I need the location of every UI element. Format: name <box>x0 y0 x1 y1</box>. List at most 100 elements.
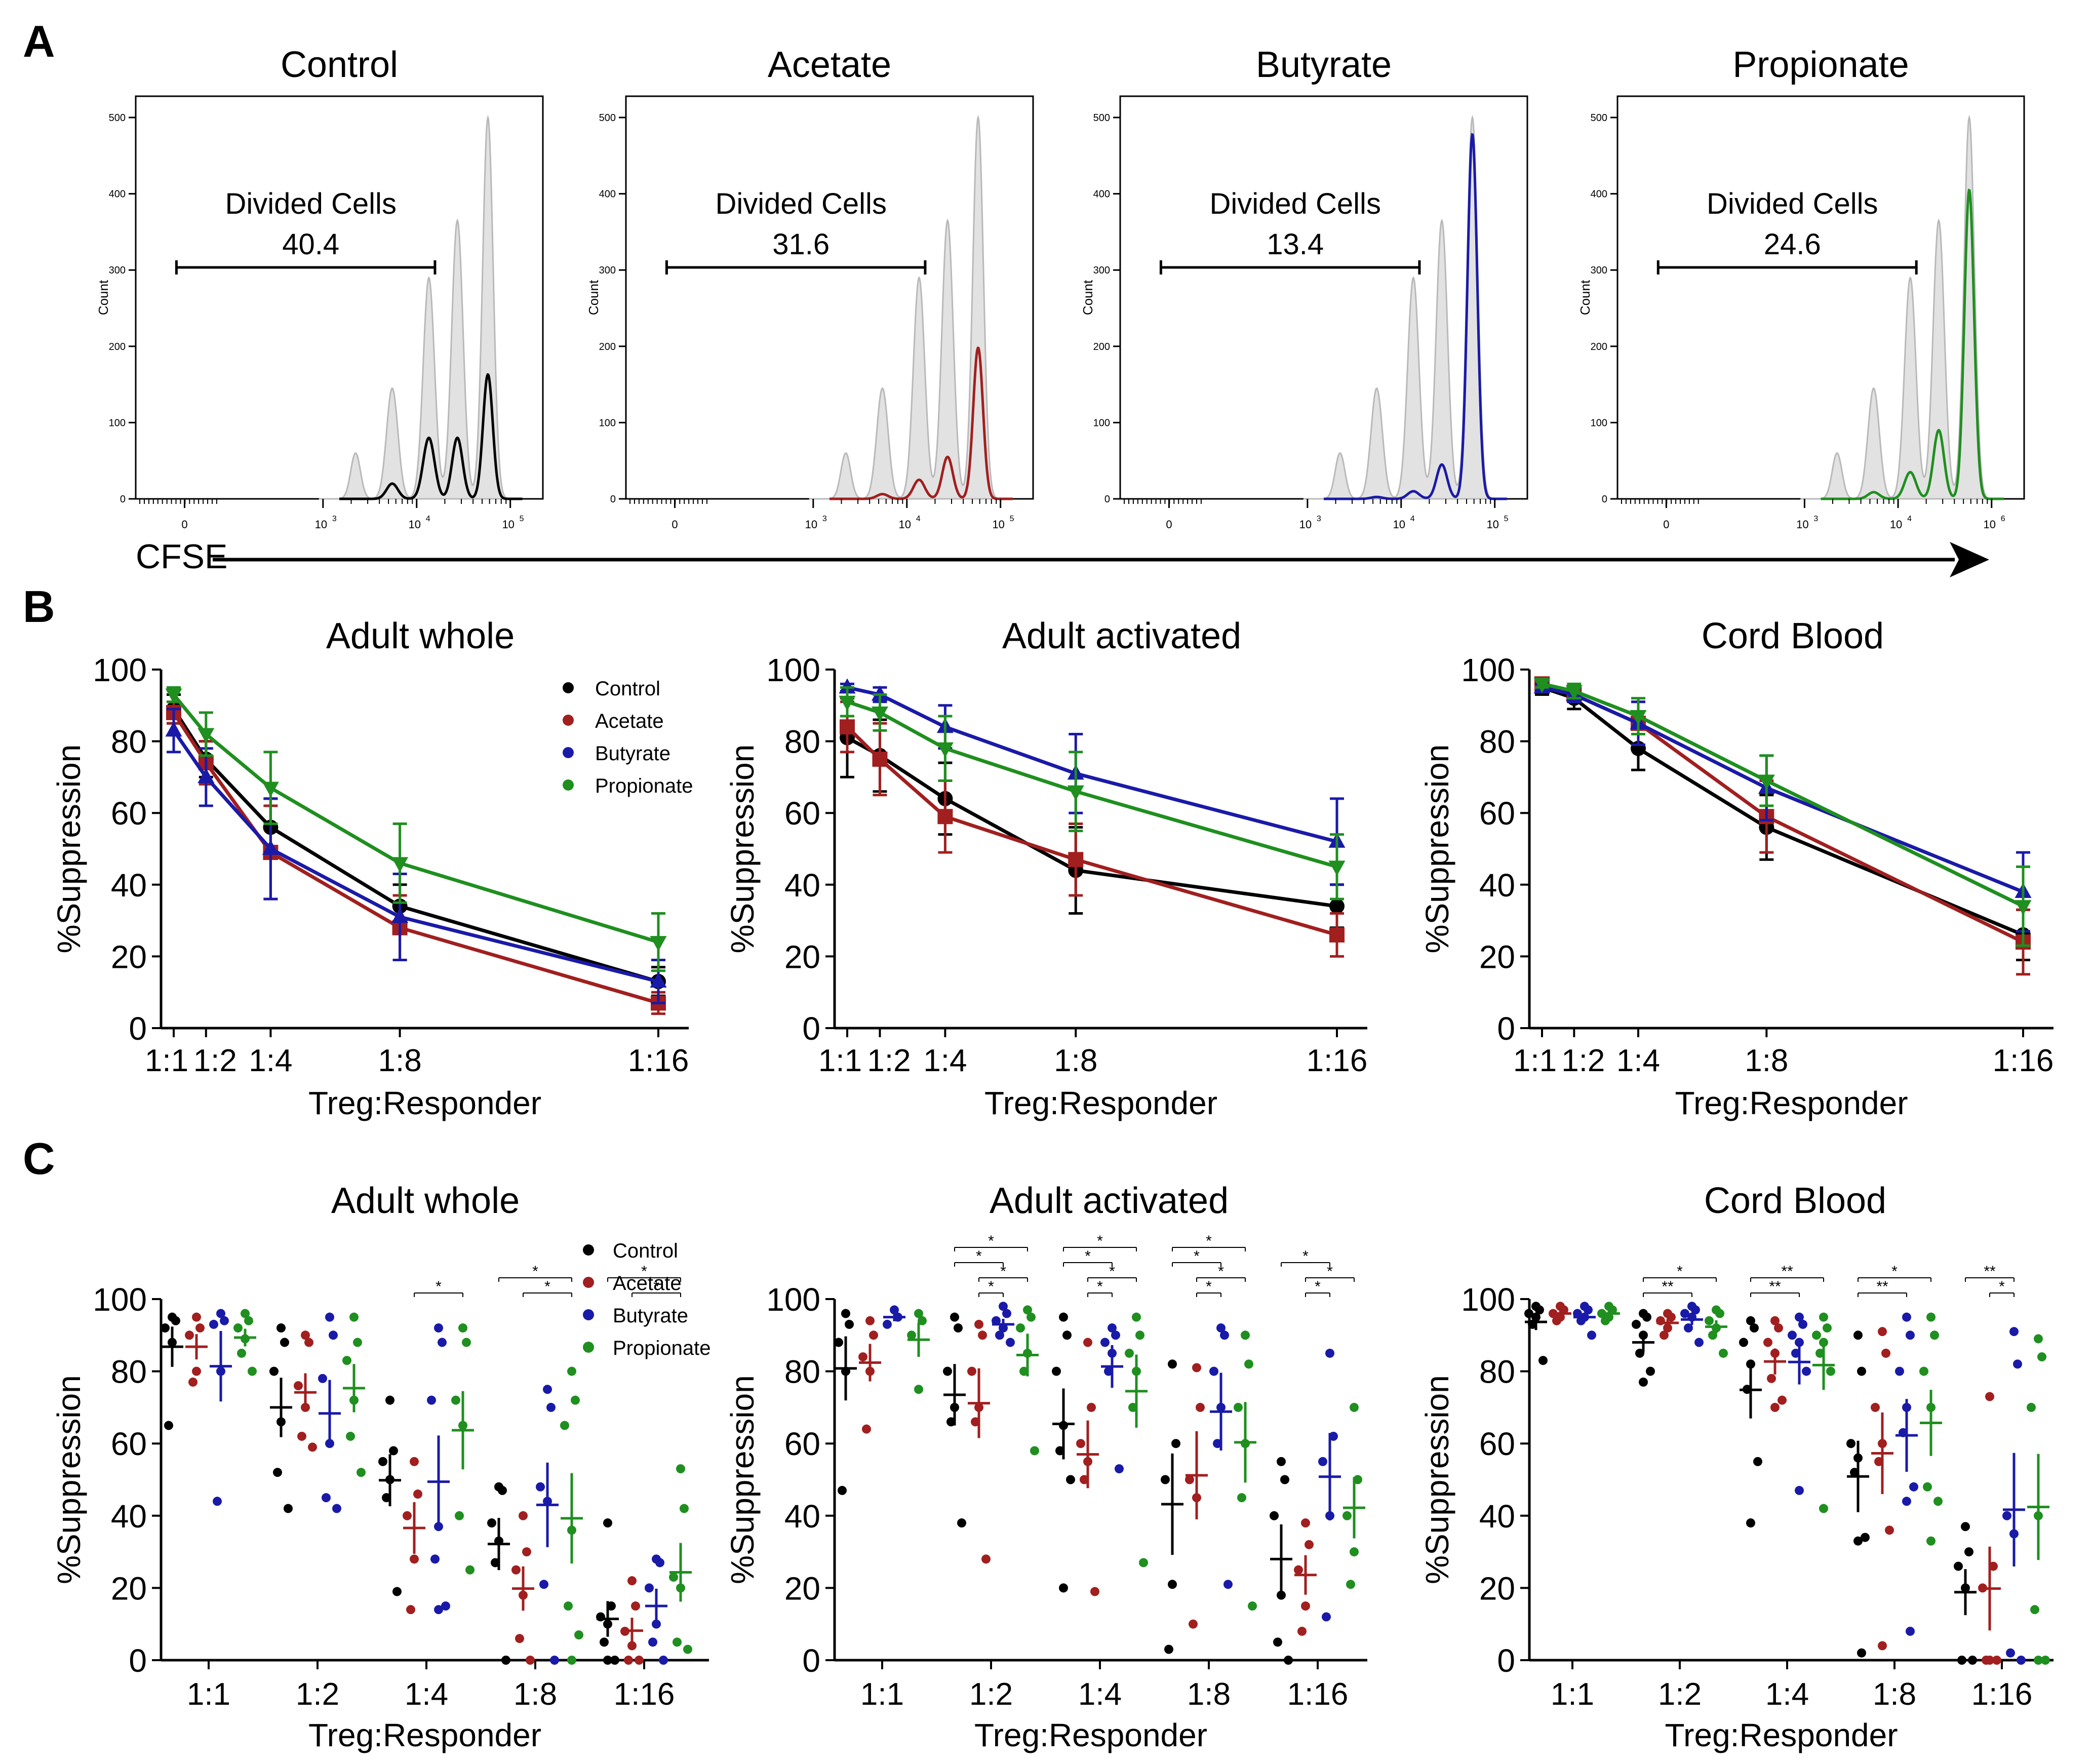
marker-propionate <box>871 706 888 722</box>
data-point-acetate <box>858 1352 867 1362</box>
data-point-propionate <box>2041 1656 2050 1665</box>
y-tick-label: 100 <box>109 417 126 428</box>
x-tick-label: 10 <box>409 518 421 531</box>
data-point-control <box>954 1323 963 1333</box>
data-point-acetate <box>185 1330 194 1340</box>
data-point-control <box>161 1323 170 1333</box>
data-point-butyrate <box>1684 1323 1693 1333</box>
data-point-propionate <box>1923 1482 1932 1492</box>
data-point-propionate <box>1132 1312 1141 1322</box>
y-tick-label: 100 <box>1591 417 1607 428</box>
data-point-propionate <box>1930 1330 1939 1340</box>
data-point-butyrate <box>427 1395 436 1405</box>
data-point-control <box>1052 1366 1061 1376</box>
significance-bracket: ** <box>1750 1263 1824 1282</box>
divided-percent: 13.4 <box>1267 228 1324 261</box>
data-point-propionate <box>683 1644 692 1654</box>
legend-marker-propionate <box>563 779 574 791</box>
data-point-butyrate <box>1006 1338 1015 1347</box>
significance-bracket: * <box>954 1248 1004 1267</box>
data-point-acetate <box>413 1489 422 1499</box>
data-point-butyrate <box>1906 1626 1915 1636</box>
x-tick-label: 1:1 <box>187 1677 230 1712</box>
y-axis-label: %Suppression <box>51 1375 87 1584</box>
data-point-propionate <box>1135 1330 1144 1340</box>
data-point-control <box>1857 1366 1866 1376</box>
data-point-acetate <box>1552 1316 1561 1325</box>
data-point-control <box>1861 1533 1870 1542</box>
histogram-title: Control <box>281 45 398 85</box>
line-chart-cord-blood: Cord Blood 0 20 40 60 80 100 %Suppression 1:1 1:2… <box>1419 616 2053 1121</box>
data-point-propionate <box>1926 1536 1936 1546</box>
data-point-butyrate <box>213 1497 222 1506</box>
x-tick-exponent: 4 <box>1907 515 1912 523</box>
series-line <box>847 685 1337 844</box>
data-point-propionate <box>1823 1323 1832 1333</box>
significance-bracket: * <box>1196 1278 1221 1297</box>
x-tick-label: 1:16 <box>1287 1677 1349 1712</box>
overlay-line-acetate <box>830 346 1013 500</box>
x-tick-label: 1:2 <box>867 1043 911 1078</box>
y-tick-label: 100 <box>599 417 616 428</box>
data-point-propionate <box>680 1504 689 1513</box>
data-point-butyrate <box>1906 1330 1915 1340</box>
data-point-control <box>1059 1312 1068 1322</box>
chart-title: Adult activated <box>1002 616 1241 656</box>
data-point-acetate <box>1090 1587 1099 1596</box>
overlay-line-butyrate <box>1324 133 1507 500</box>
data-point-acetate <box>406 1605 415 1615</box>
data-point-propionate <box>676 1464 685 1474</box>
gate-label: Divided Cells <box>1209 187 1380 220</box>
series-line <box>1541 686 2024 937</box>
data-point-acetate <box>1885 1525 1894 1535</box>
data-point-butyrate <box>1100 1338 1110 1347</box>
control-reference-area <box>809 114 1013 500</box>
series-control <box>166 693 666 997</box>
y-axis-label: %Suppression <box>1419 1375 1455 1584</box>
data-point-control <box>171 1316 180 1325</box>
data-point-butyrate <box>992 1316 1001 1325</box>
significance-bracket: * <box>1305 1263 1355 1282</box>
data-point-propionate <box>2030 1605 2039 1615</box>
data-point-acetate <box>631 1601 640 1611</box>
data-point-butyrate <box>1788 1330 1797 1340</box>
data-point-control <box>1639 1377 1648 1387</box>
data-point-propionate <box>1125 1348 1134 1358</box>
data-point-control <box>1746 1316 1755 1325</box>
scatter-chart-adult-whole: Adult whole 0 20 40 60 80 100 %Suppression 1:1 1:… <box>51 1181 710 1753</box>
significance-label: * <box>1677 1263 1683 1280</box>
significance-label: * <box>1085 1248 1091 1265</box>
legend-label-acetate: Acetate <box>613 1272 682 1295</box>
marker-control <box>1329 898 1345 914</box>
data-point-butyrate <box>438 1338 447 1347</box>
x-axis-label: Treg:Responder <box>1665 1717 1898 1753</box>
data-point-acetate <box>1660 1330 1669 1340</box>
control-reference-area <box>319 114 523 500</box>
significance-bracket: * <box>978 1263 1028 1282</box>
data-point-butyrate <box>1902 1312 1911 1322</box>
control-reference-area <box>1303 114 1507 500</box>
data-point-propionate <box>567 1656 576 1665</box>
series-acetate <box>166 700 666 1015</box>
data-point-acetate <box>192 1312 201 1322</box>
cfse-arrow-head <box>1950 542 1989 577</box>
data-point-propionate <box>1342 1511 1352 1520</box>
data-point-propionate <box>1819 1312 1828 1322</box>
data-point-butyrate <box>332 1504 341 1513</box>
data-point-butyrate <box>1216 1323 1226 1333</box>
x-tick-label: 1:1 <box>1513 1043 1557 1078</box>
significance-bracket: * <box>1087 1263 1137 1282</box>
data-point-propionate <box>1237 1493 1246 1503</box>
y-tick-label: 200 <box>1591 341 1607 352</box>
data-point-propionate <box>1933 1497 1943 1506</box>
legend-label-acetate: Acetate <box>595 710 664 732</box>
data-point-propionate <box>233 1323 243 1333</box>
significance-bracket: ** <box>1858 1278 1907 1297</box>
data-point-control <box>1964 1547 1973 1557</box>
data-point-propionate <box>458 1323 467 1333</box>
data-point-acetate <box>1294 1565 1303 1575</box>
y-tick-label: 0 <box>120 494 126 505</box>
x-tick-label: 1:4 <box>405 1677 448 1712</box>
